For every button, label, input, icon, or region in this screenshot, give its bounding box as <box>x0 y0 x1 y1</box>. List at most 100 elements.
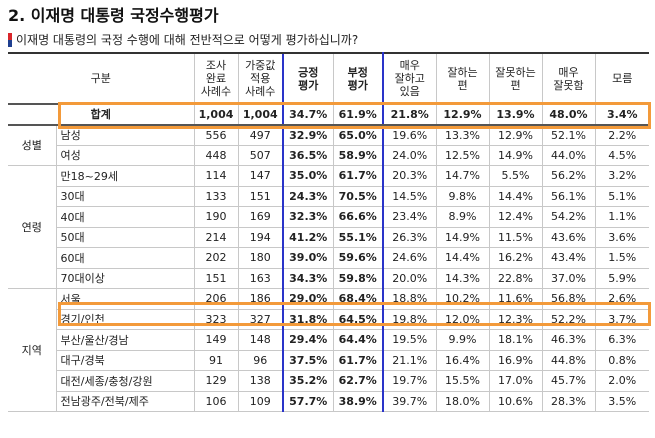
cell-weighted-count: 327 <box>237 308 284 330</box>
cell-negative: 55.1% <box>332 226 384 248</box>
cell-very-bad: 43.4% <box>541 247 596 269</box>
row-label: 합계 <box>8 103 195 126</box>
row-label: 여성 <box>55 144 195 166</box>
row-label: 만18~29세 <box>55 165 195 187</box>
cell-negative: 62.7% <box>332 370 384 392</box>
cell-survey-count: 323 <box>193 308 239 330</box>
cell-unknown: 3.6% <box>594 226 649 248</box>
page-title: 2. 이재명 대통령 국정수행평가 <box>8 6 219 25</box>
header-unknown: 모름 <box>594 52 649 105</box>
cell-very-good: 24.0% <box>382 144 437 166</box>
cell-survey-count: 151 <box>193 267 239 289</box>
cell-bad: 18.1% <box>488 329 543 351</box>
cell-unknown: 3.5% <box>594 390 649 412</box>
row-label: 부산/울산/경남 <box>55 329 195 351</box>
cell-bad: 12.4% <box>488 206 543 228</box>
cell-bad: 13.9% <box>488 103 543 126</box>
results-table: 구분 조사 완료 사례수 가중값 적용 사례수 긍정 평가 부정 평가 매우 잘하고 있음 잘하… <box>8 52 649 412</box>
cell-survey-count: 190 <box>193 206 239 228</box>
cell-positive: 31.8% <box>282 308 334 330</box>
cell-survey-count: 133 <box>193 185 239 207</box>
cell-good: 12.5% <box>435 144 490 166</box>
cell-negative: 61.7% <box>332 349 384 371</box>
cell-positive: 29.0% <box>282 288 334 310</box>
cell-very-bad: 48.0% <box>541 103 596 126</box>
cell-very-bad: 56.2% <box>541 165 596 187</box>
cell-very-bad: 28.3% <box>541 390 596 412</box>
table-row: 50대 214 194 41.2% 55.1% 26.3% 14.9% 11.5% 43.6% 3… <box>8 226 649 248</box>
cell-negative: 61.9% <box>332 103 384 126</box>
cell-very-bad: 43.6% <box>541 226 596 248</box>
table-row-total: 합계 1,004 1,004 34.7% 61.9% 21.8% 12.9% 13.9% 48.… <box>8 103 649 126</box>
cell-survey-count: 149 <box>193 329 239 351</box>
cell-good: 14.9% <box>435 226 490 248</box>
cell-very-good: 21.1% <box>382 349 437 371</box>
cell-good: 16.4% <box>435 349 490 371</box>
cell-weighted-count: 147 <box>237 165 284 187</box>
cell-unknown: 5.1% <box>594 185 649 207</box>
cell-weighted-count: 148 <box>237 329 284 351</box>
cell-good: 18.0% <box>435 390 490 412</box>
cell-bad: 22.8% <box>488 267 543 289</box>
group-label: 지역 <box>8 288 57 412</box>
cell-good: 12.0% <box>435 308 490 330</box>
cell-very-good: 19.8% <box>382 308 437 330</box>
cell-bad: 16.9% <box>488 349 543 371</box>
cell-positive: 32.9% <box>282 124 334 146</box>
table-row: 경기/인천 323 327 31.8% 64.5% 19.8% 12.0% 12.3% 52.2… <box>8 308 649 330</box>
cell-positive: 29.4% <box>282 329 334 351</box>
cell-unknown: 0.8% <box>594 349 649 371</box>
row-label: 경기/인천 <box>55 308 195 330</box>
cell-negative: 58.9% <box>332 144 384 166</box>
cell-bad: 11.6% <box>488 288 543 310</box>
cell-very-bad: 44.8% <box>541 349 596 371</box>
row-label: 서울 <box>55 288 195 310</box>
row-label: 대전/세종/충청/강원 <box>55 370 195 392</box>
cell-very-good: 24.6% <box>382 247 437 269</box>
cell-negative: 68.4% <box>332 288 384 310</box>
cell-good: 15.5% <box>435 370 490 392</box>
cell-very-good: 19.5% <box>382 329 437 351</box>
cell-bad: 11.5% <box>488 226 543 248</box>
header-weighted-count: 가중값 적용 사례수 <box>237 52 284 105</box>
row-label: 남성 <box>55 124 195 146</box>
cell-very-good: 14.5% <box>382 185 437 207</box>
cell-good: 9.9% <box>435 329 490 351</box>
cell-weighted-count: 497 <box>237 124 284 146</box>
cell-negative: 38.9% <box>332 390 384 412</box>
cell-positive: 36.5% <box>282 144 334 166</box>
cell-bad: 14.4% <box>488 185 543 207</box>
question-marker <box>8 33 12 47</box>
cell-positive: 35.2% <box>282 370 334 392</box>
cell-positive: 57.7% <box>282 390 334 412</box>
header-negative: 부정 평가 <box>332 52 384 105</box>
cell-unknown: 3.2% <box>594 165 649 187</box>
cell-positive: 39.0% <box>282 247 334 269</box>
cell-unknown: 2.0% <box>594 370 649 392</box>
cell-weighted-count: 507 <box>237 144 284 166</box>
cell-negative: 66.6% <box>332 206 384 228</box>
cell-survey-count: 129 <box>193 370 239 392</box>
table-row: 대전/세종/충청/강원 129 138 35.2% 62.7% 19.7% 15.5% 17.… <box>8 370 649 392</box>
cell-very-good: 18.8% <box>382 288 437 310</box>
group-label: 성별 <box>8 124 57 166</box>
header-very-good: 매우 잘하고 있음 <box>382 52 437 105</box>
row-label: 30대 <box>55 185 195 207</box>
cell-good: 9.8% <box>435 185 490 207</box>
row-label: 전남광주/전북/제주 <box>55 390 195 412</box>
question-text: 이재명 대통령의 국정 수행에 대해 전반적으로 어떻게 평가하십니까? <box>16 33 359 47</box>
header-group: 구분 <box>8 52 195 105</box>
cell-survey-count: 114 <box>193 165 239 187</box>
cell-good: 14.4% <box>435 247 490 269</box>
cell-positive: 34.3% <box>282 267 334 289</box>
row-label: 60대 <box>55 247 195 269</box>
cell-survey-count: 556 <box>193 124 239 146</box>
cell-bad: 12.9% <box>488 124 543 146</box>
cell-very-good: 20.0% <box>382 267 437 289</box>
cell-very-good: 39.7% <box>382 390 437 412</box>
cell-good: 8.9% <box>435 206 490 228</box>
cell-negative: 64.4% <box>332 329 384 351</box>
header-bad: 잘못하는 편 <box>488 52 543 105</box>
cell-very-good: 20.3% <box>382 165 437 187</box>
header-very-bad: 매우 잘못함 <box>541 52 596 105</box>
